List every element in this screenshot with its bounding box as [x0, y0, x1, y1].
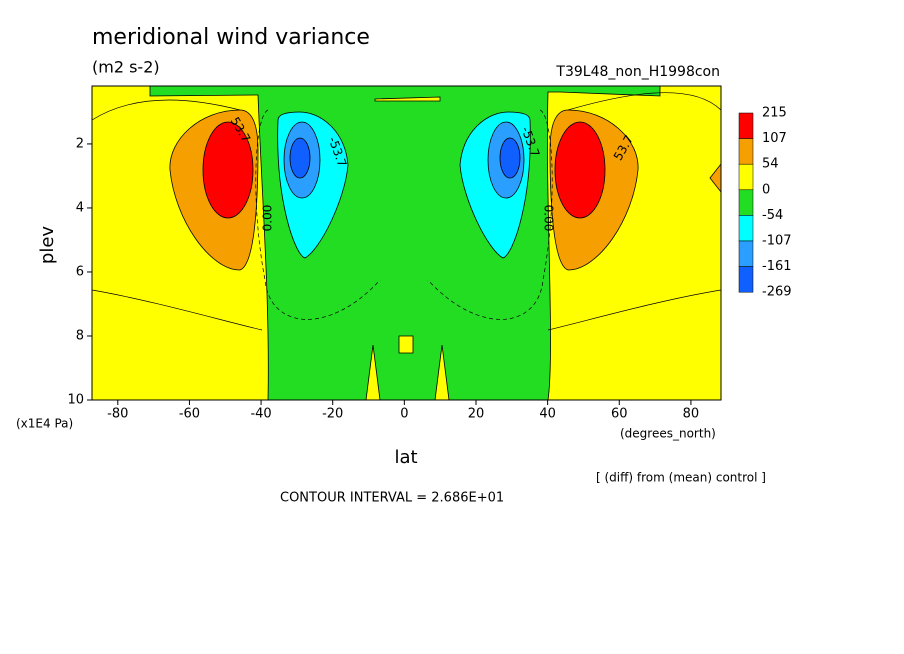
y-axis-label: plev	[37, 226, 58, 265]
x-axis-label: lat	[394, 447, 417, 468]
plot-frame	[91, 85, 722, 401]
x-tick-label: 40	[539, 407, 556, 422]
chart-title: meridional wind variance	[92, 25, 370, 50]
colorbar-label: -161	[762, 259, 792, 274]
contour-label: 0.00	[261, 205, 275, 232]
x-tick-label: -60	[179, 407, 200, 422]
x-unit: (degrees_north)	[620, 427, 716, 441]
colorbar-label: -54	[762, 208, 783, 223]
contour-fill	[709, 163, 721, 193]
contour-fill	[202, 121, 254, 219]
colorbar-label: 54	[762, 157, 779, 172]
x-tick-label: 80	[683, 407, 700, 422]
x-tick-label: -20	[322, 407, 343, 422]
colorbar-label: -269	[762, 285, 792, 300]
contour-interval: CONTOUR INTERVAL = 2.686E+01	[280, 491, 504, 506]
colorbar-label: -107	[762, 234, 792, 249]
contour-fill	[499, 137, 521, 179]
run-label: T39L48_non_H1998con	[555, 64, 720, 80]
y-tick-label: 6	[76, 264, 84, 279]
contour-fill	[365, 96, 450, 400]
colorbar-swatch	[738, 163, 754, 191]
x-tick-label: -80	[107, 407, 128, 422]
contour-fill	[554, 121, 606, 219]
x-tick-label: -40	[250, 407, 271, 422]
note: [ (diff) from (mean) control ]	[596, 471, 766, 485]
x-tick-label: 20	[468, 407, 485, 422]
colorbar-swatch	[738, 189, 754, 216]
chart-subtitle: (m2 s-2)	[92, 58, 160, 77]
plot-area	[92, 86, 721, 400]
colorbar-swatch	[738, 215, 754, 242]
contour-fill	[289, 137, 311, 179]
colorbar-swatch	[738, 266, 754, 293]
colorbar-label: 107	[762, 131, 787, 146]
y-tick-label: 2	[76, 136, 84, 151]
contour-label: 0.00	[542, 205, 556, 232]
colorbar-swatch	[738, 240, 754, 267]
colorbar-swatch	[738, 138, 754, 165]
y-unit: (x1E4 Pa)	[16, 417, 73, 431]
x-tick-label: 0	[400, 407, 408, 422]
colorbar-label: 215	[762, 106, 787, 121]
colorbar-swatch	[738, 112, 754, 139]
y-tick-label: 10	[67, 393, 84, 408]
y-tick-label: 4	[76, 200, 84, 215]
x-tick-label: 60	[611, 407, 628, 422]
y-tick-label: 8	[76, 328, 84, 343]
colorbar-label: 0	[762, 182, 770, 197]
contour-line	[92, 92, 721, 331]
